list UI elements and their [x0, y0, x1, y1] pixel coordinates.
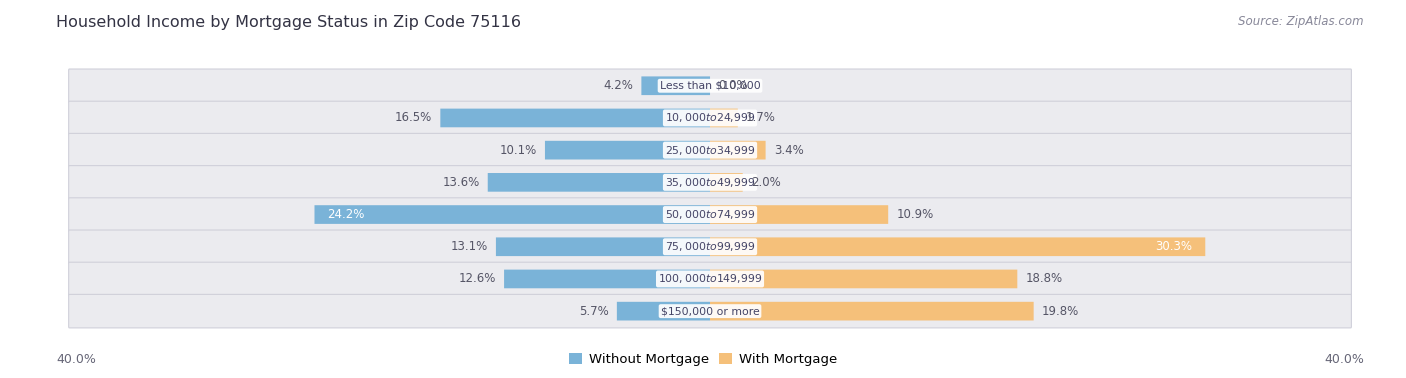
FancyBboxPatch shape	[69, 294, 1351, 328]
Text: $35,000 to $49,999: $35,000 to $49,999	[665, 176, 755, 189]
Text: 10.1%: 10.1%	[499, 144, 537, 156]
FancyBboxPatch shape	[505, 270, 710, 288]
Text: 13.1%: 13.1%	[450, 240, 488, 253]
FancyBboxPatch shape	[496, 237, 710, 256]
Text: 18.8%: 18.8%	[1025, 273, 1063, 285]
Text: 2.0%: 2.0%	[751, 176, 780, 189]
Text: 30.3%: 30.3%	[1156, 240, 1192, 253]
Text: Less than $10,000: Less than $10,000	[659, 81, 761, 91]
FancyBboxPatch shape	[69, 166, 1351, 199]
FancyBboxPatch shape	[69, 69, 1351, 102]
FancyBboxPatch shape	[710, 108, 738, 127]
FancyBboxPatch shape	[315, 205, 710, 224]
Text: Source: ZipAtlas.com: Source: ZipAtlas.com	[1239, 15, 1364, 28]
FancyBboxPatch shape	[710, 270, 1018, 288]
FancyBboxPatch shape	[488, 173, 710, 192]
Text: $50,000 to $74,999: $50,000 to $74,999	[665, 208, 755, 221]
FancyBboxPatch shape	[617, 302, 710, 321]
FancyBboxPatch shape	[710, 173, 742, 192]
Text: $75,000 to $99,999: $75,000 to $99,999	[665, 240, 755, 253]
Text: 40.0%: 40.0%	[56, 353, 96, 366]
Text: 12.6%: 12.6%	[458, 273, 496, 285]
FancyBboxPatch shape	[710, 302, 1033, 321]
FancyBboxPatch shape	[69, 133, 1351, 167]
Text: 16.5%: 16.5%	[395, 112, 432, 124]
Text: Household Income by Mortgage Status in Zip Code 75116: Household Income by Mortgage Status in Z…	[56, 15, 522, 30]
FancyBboxPatch shape	[546, 141, 710, 160]
FancyBboxPatch shape	[69, 101, 1351, 135]
Text: 10.9%: 10.9%	[897, 208, 934, 221]
Text: $10,000 to $24,999: $10,000 to $24,999	[665, 112, 755, 124]
Legend: Without Mortgage, With Mortgage: Without Mortgage, With Mortgage	[564, 348, 842, 372]
FancyBboxPatch shape	[710, 237, 1205, 256]
Text: 3.4%: 3.4%	[773, 144, 803, 156]
FancyBboxPatch shape	[69, 262, 1351, 296]
Text: 1.7%: 1.7%	[747, 112, 776, 124]
Text: $150,000 or more: $150,000 or more	[661, 306, 759, 316]
Text: $25,000 to $34,999: $25,000 to $34,999	[665, 144, 755, 156]
Text: 4.2%: 4.2%	[603, 79, 633, 92]
Text: 19.8%: 19.8%	[1042, 305, 1078, 318]
FancyBboxPatch shape	[641, 76, 710, 95]
Text: 0.0%: 0.0%	[718, 79, 748, 92]
FancyBboxPatch shape	[710, 205, 889, 224]
FancyBboxPatch shape	[69, 230, 1351, 263]
Text: 5.7%: 5.7%	[579, 305, 609, 318]
FancyBboxPatch shape	[69, 198, 1351, 231]
Text: 13.6%: 13.6%	[443, 176, 479, 189]
Text: $100,000 to $149,999: $100,000 to $149,999	[658, 273, 762, 285]
FancyBboxPatch shape	[710, 141, 766, 160]
FancyBboxPatch shape	[440, 108, 710, 127]
Text: 24.2%: 24.2%	[328, 208, 366, 221]
Text: 40.0%: 40.0%	[1324, 353, 1364, 366]
